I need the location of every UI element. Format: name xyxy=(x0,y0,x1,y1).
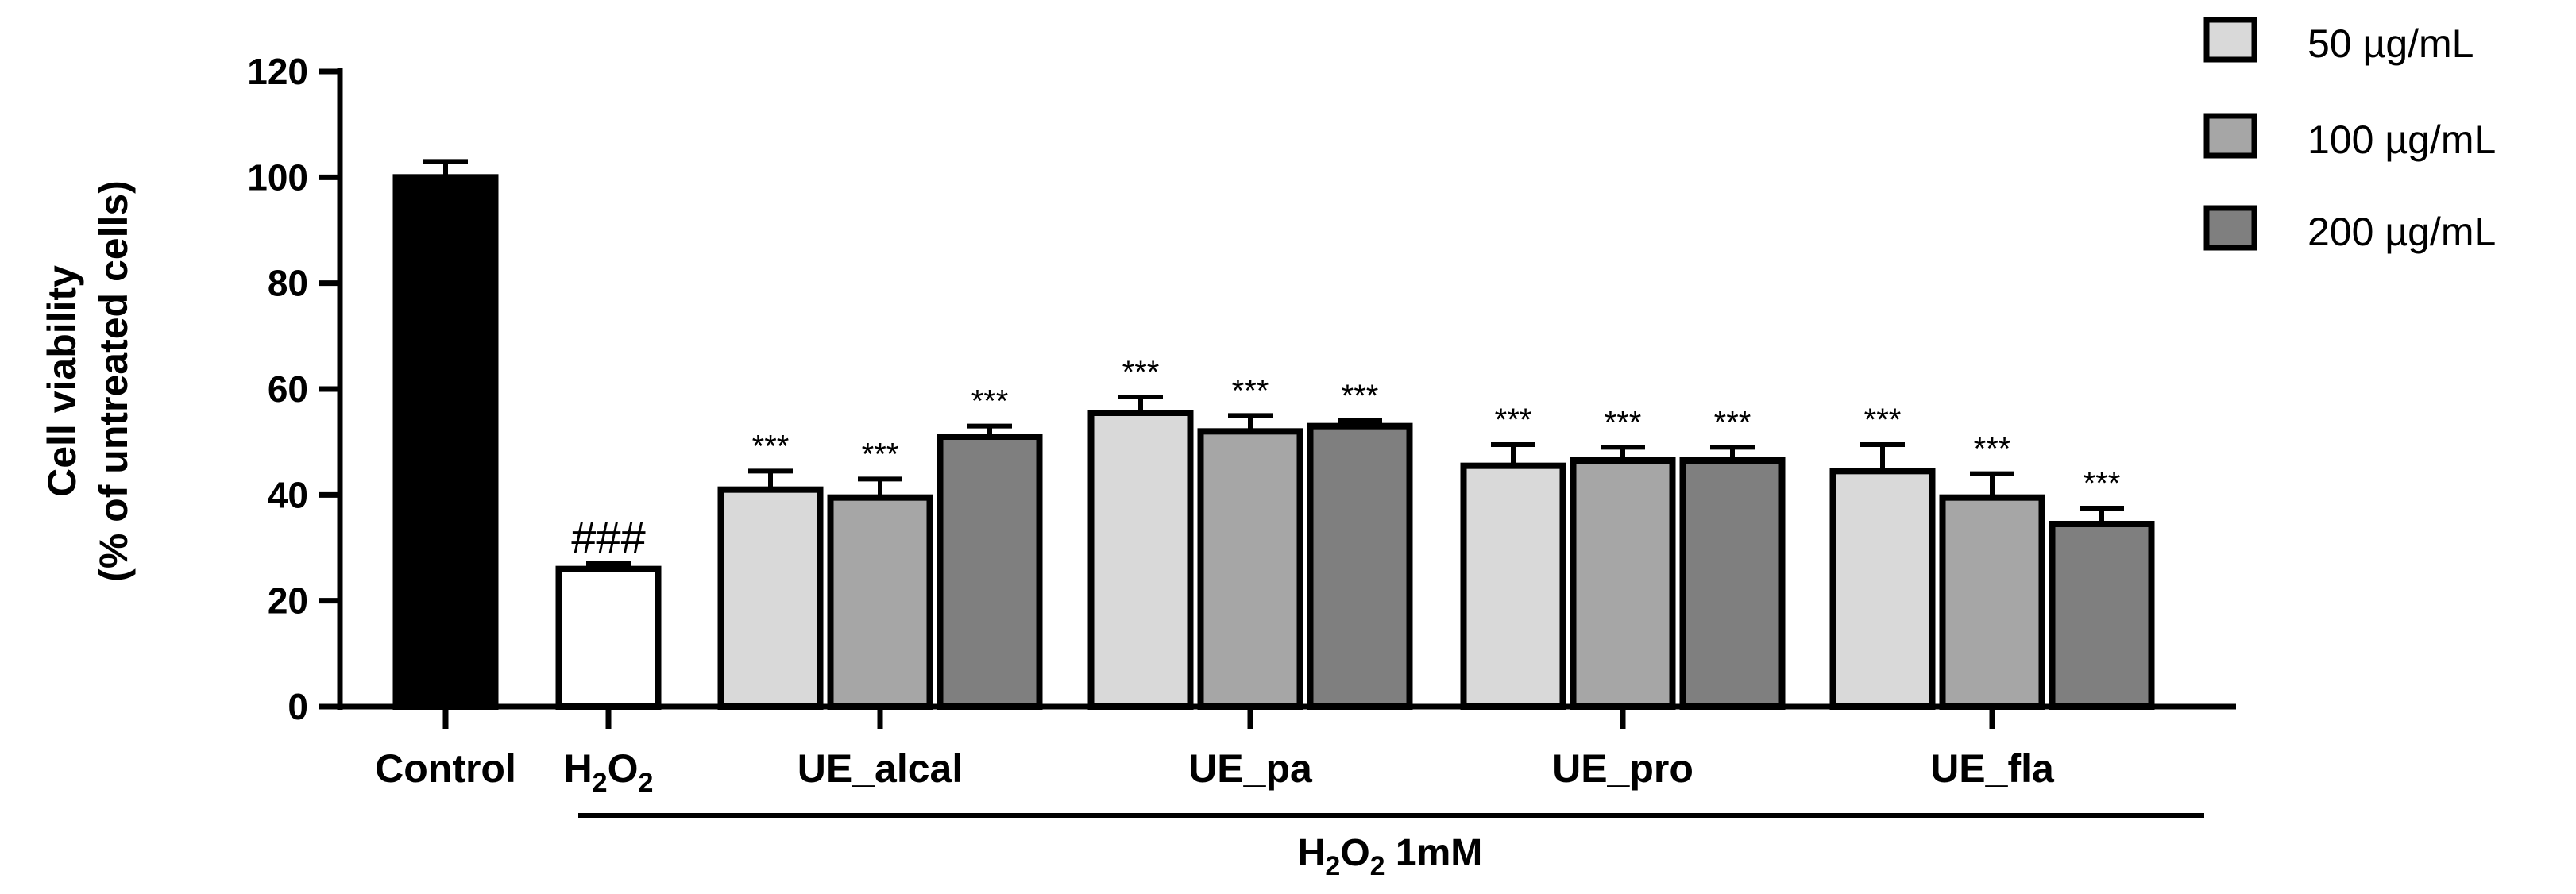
bar-ue-alcal-2-significance: *** xyxy=(971,384,1009,419)
plot-area: 0 20 40 60 80 100 120 ### *** *** *** *** *** *** *** *… xyxy=(247,51,2236,729)
bar-ue-fla-2 xyxy=(2049,521,2155,710)
y-tick-label-40: 40 xyxy=(268,474,308,515)
y-tick-label-80: 80 xyxy=(268,263,308,304)
bar-ue-pa-0 xyxy=(1087,410,1194,710)
bar-ue-pro-2 xyxy=(1679,457,1786,710)
bar-ue-pa-1 xyxy=(1197,428,1303,710)
category-label-h2o2-o: O xyxy=(608,746,639,791)
bar-ue-pa-2 xyxy=(1307,422,1413,711)
y-tick-label-100: 100 xyxy=(247,156,308,198)
bar-ue-alcal-0 xyxy=(717,486,824,711)
bar-ue-fla-2-significance: *** xyxy=(2084,466,2121,501)
y-axis-title-line1: Cell viability xyxy=(40,265,84,497)
bar-ue-pro-0-significance: *** xyxy=(1495,403,1532,437)
bar-ue-pro-2-significance: *** xyxy=(1714,405,1751,440)
bracket-label-tail: 1mM xyxy=(1385,832,1483,874)
bracket-label-h: H xyxy=(1298,832,1326,874)
legend-label-50: 50 µg/mL xyxy=(2308,21,2474,66)
legend: 50 µg/mL 100 µg/mL 200 µg/mL xyxy=(2203,17,2496,254)
bracket-label-o: O xyxy=(1340,832,1369,874)
bar-ue-fla-0-significance: *** xyxy=(1864,403,1902,437)
bar-ue-fla-0 xyxy=(1829,468,1936,710)
bar-ue-pro-1-significance: *** xyxy=(1605,405,1642,440)
treatment-bracket-label: H2O2 1mM xyxy=(1298,832,1483,881)
legend-swatch-50 xyxy=(2203,17,2257,63)
bracket-label-sub2: 2 xyxy=(1370,851,1385,881)
y-axis-title-line2: (% of untreated cells) xyxy=(91,180,136,582)
category-label-control: Control xyxy=(375,746,516,791)
bar-ue-pa-1-significance: *** xyxy=(1232,373,1269,408)
legend-swatch-100 xyxy=(2203,113,2257,159)
bar-ue-alcal-0-significance: *** xyxy=(752,429,790,464)
legend-label-200: 200 µg/mL xyxy=(2308,210,2496,254)
category-label-h2o2-sub1: 2 xyxy=(593,768,608,798)
y-tick-label-60: 60 xyxy=(268,368,308,410)
category-label-h2o2-h: H xyxy=(564,746,593,791)
bar-ue-alcal-1-significance: *** xyxy=(862,437,899,472)
legend-swatch-200 xyxy=(2203,205,2257,251)
bar-ue-alcal-2 xyxy=(937,434,1043,710)
category-label-h2o2-sub2: 2 xyxy=(639,768,654,798)
bar-ue-pro-1 xyxy=(1570,457,1676,710)
bar-ue-fla-1 xyxy=(1939,494,2045,711)
bar-ue-alcal-1 xyxy=(827,494,933,711)
bar-ue-fla-1-significance: *** xyxy=(1974,432,2011,467)
category-label-ue-fla: UE_fla xyxy=(1930,746,2055,791)
category-label-h2o2: H2O2 xyxy=(564,746,654,798)
y-tick-label-20: 20 xyxy=(268,580,308,622)
bracket-label-sub1: 2 xyxy=(1325,851,1340,881)
category-label-ue-pro: UE_pro xyxy=(1552,746,1694,791)
bar-control-0 xyxy=(392,174,499,711)
bar-ue-pro-0 xyxy=(1460,462,1566,711)
y-tick-label-0: 0 xyxy=(288,686,308,727)
bar-ue-pa-0-significance: *** xyxy=(1122,355,1160,390)
category-label-ue-alcal: UE_alcal xyxy=(798,746,963,791)
bar-control-1 xyxy=(555,565,662,711)
legend-label-100: 100 µg/mL xyxy=(2308,118,2496,162)
category-label-ue-pa: UE_pa xyxy=(1188,746,1313,791)
bar-ue-pa-2-significance: *** xyxy=(1342,379,1379,414)
y-tick-label-120: 120 xyxy=(247,51,308,92)
bar-control-1-significance: ### xyxy=(571,512,645,562)
